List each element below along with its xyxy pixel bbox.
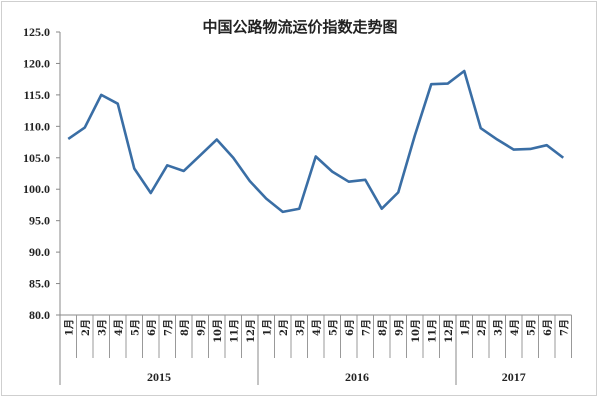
chart-title: 中国公路物流运价指数走势图 [202, 18, 398, 36]
x-month-label: 3月 [96, 319, 108, 336]
x-month-label: 5月 [327, 319, 339, 336]
x-month-label: 1月 [63, 319, 75, 336]
x-month-label: 6月 [542, 319, 554, 336]
y-tick-label: 100.0 [23, 182, 50, 196]
y-tick-label: 115.0 [24, 88, 50, 102]
x-month-label: 5月 [525, 319, 537, 336]
y-tick-label: 120.0 [23, 56, 50, 70]
x-month-label: 11月 [228, 319, 240, 343]
y-tick-label: 125.0 [23, 25, 50, 39]
y-tick-label: 80.0 [29, 308, 50, 322]
y-tick-label: 85.0 [29, 277, 50, 291]
x-year-label: 2017 [502, 370, 526, 384]
x-month-label: 7月 [162, 319, 174, 336]
x-month-label: 1月 [261, 319, 273, 336]
x-month-label: 10月 [410, 319, 422, 343]
x-month-label: 12月 [443, 319, 455, 343]
x-month-label: 9月 [393, 319, 405, 336]
x-month-label: 5月 [129, 319, 141, 336]
x-month-label: 2月 [80, 319, 92, 336]
x-year-label: 2015 [147, 370, 171, 384]
x-year-label: 2016 [345, 370, 369, 384]
series-line [67, 69, 565, 214]
x-month-label: 4月 [113, 319, 125, 336]
y-tick-label: 110.0 [24, 119, 50, 133]
x-month-label: 3月 [492, 319, 504, 336]
x-month-label: 3月 [294, 319, 306, 336]
x-month-label: 1月 [459, 319, 471, 336]
y-tick-label: 95.0 [29, 214, 50, 228]
x-month-label: 7月 [360, 319, 372, 336]
x-month-label: 12月 [245, 319, 257, 343]
x-month-label: 11月 [426, 319, 438, 343]
x-month-label: 9月 [195, 319, 207, 336]
x-month-label: 8月 [179, 319, 191, 336]
x-month-label: 6月 [344, 319, 356, 336]
x-month-label: 2月 [278, 319, 290, 336]
x-month-label: 7月 [558, 319, 570, 336]
x-month-label: 2月 [476, 319, 488, 336]
x-month-label: 6月 [146, 319, 158, 336]
y-tick-label: 90.0 [29, 245, 50, 259]
x-month-label: 4月 [509, 319, 521, 336]
x-month-label: 10月 [212, 319, 224, 343]
x-month-label: 4月 [311, 319, 323, 336]
y-tick-label: 105.0 [23, 151, 50, 165]
x-month-label: 8月 [377, 319, 389, 336]
